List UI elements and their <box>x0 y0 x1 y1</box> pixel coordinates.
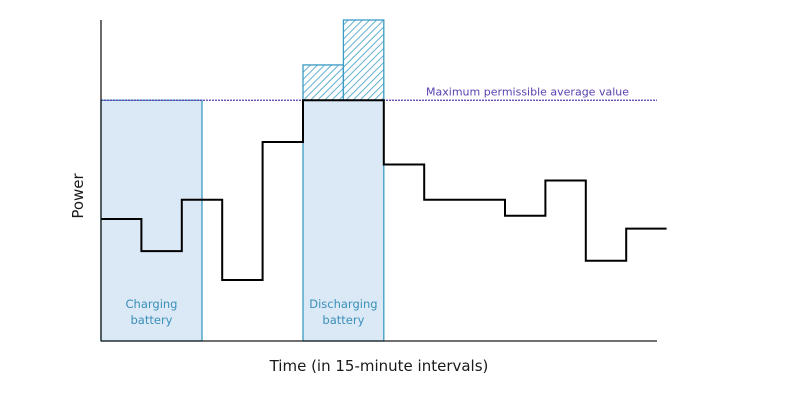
discharging-battery-label-line: battery <box>322 313 364 327</box>
load-profile-line <box>101 99 667 282</box>
charging-battery-label-line: Charging <box>126 297 178 311</box>
max-permissible-label: Maximum permissible average value <box>426 85 629 98</box>
discharging-battery-region <box>302 99 385 342</box>
charging-battery-label-line: battery <box>131 313 173 327</box>
charging-battery-region <box>100 99 203 342</box>
y-axis-label: Power <box>69 172 87 218</box>
peak-excess-block <box>342 19 385 101</box>
discharging-battery-label-line: Discharging <box>309 297 377 311</box>
x-axis-label: Time (in 15-minute intervals) <box>269 357 489 375</box>
peak-excess-block <box>302 64 345 101</box>
